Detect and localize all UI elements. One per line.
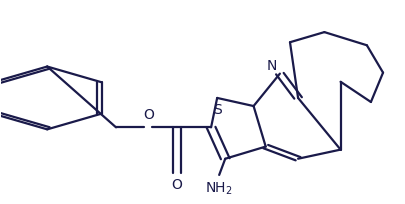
Text: N: N (266, 59, 276, 73)
Text: O: O (143, 108, 153, 122)
Text: NH$_2$: NH$_2$ (205, 181, 232, 197)
Text: S: S (212, 103, 221, 117)
Text: O: O (171, 178, 182, 192)
